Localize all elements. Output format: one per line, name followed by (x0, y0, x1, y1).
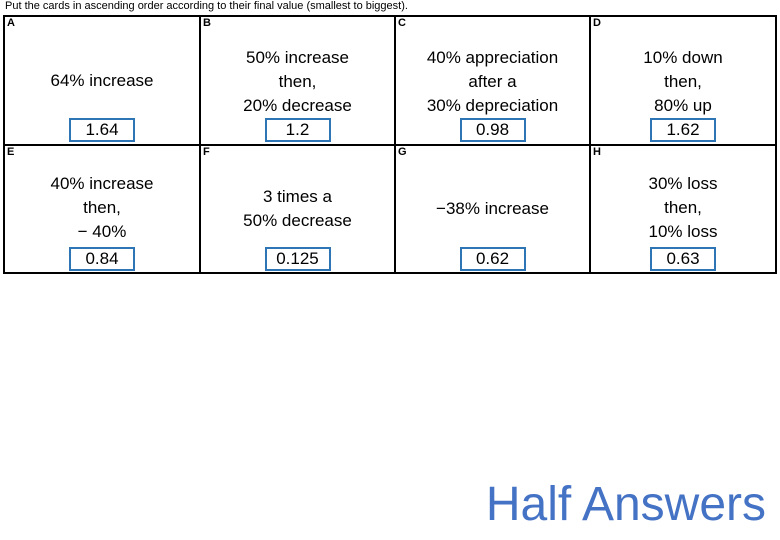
card-description: 3 times a 50% decrease (201, 185, 394, 233)
answer-box: 0.98 (459, 118, 526, 142)
description-line: then, (664, 198, 702, 217)
card-d: D 10% down then, 80% up 1.62 (591, 17, 775, 146)
description-line: 30% loss (648, 174, 718, 193)
description-line: 20% decrease (243, 96, 352, 115)
card-description: −38% increase (396, 197, 589, 221)
footer-title: Half Answers (485, 478, 766, 531)
description-line: 80% up (654, 96, 712, 115)
card-description: 64% increase (5, 69, 199, 93)
description-line: then, (83, 198, 121, 217)
card-f: F 3 times a 50% decrease 0.125 (201, 146, 396, 272)
answer-box: 0.84 (69, 247, 135, 271)
description-line: 50% increase (245, 48, 349, 67)
answer-box: 1.2 (264, 118, 331, 142)
card-description: 40% increase then, − 40% (5, 172, 199, 244)
card-g: G −38% increase 0.62 (396, 146, 591, 272)
card-letter: B (203, 17, 211, 29)
description-line: 3 times a (263, 187, 332, 206)
description-line: 30% depreciation (426, 96, 559, 115)
card-letter: F (203, 146, 210, 158)
answer-box: 1.62 (650, 118, 716, 142)
card-grid: A 64% increase 1.64 B 50% increase then,… (3, 15, 777, 274)
card-letter: D (593, 17, 601, 29)
card-a: A 64% increase 1.64 (5, 17, 201, 146)
description-line: then, (278, 72, 317, 91)
card-letter: H (593, 146, 601, 158)
card-h: H 30% loss then, 10% loss 0.63 (591, 146, 775, 272)
description-line: 40% appreciation (426, 48, 559, 67)
description-line: 10% down (643, 48, 723, 67)
description-line: −38% increase (436, 199, 549, 218)
card-description: 50% increase then, 20% decrease (201, 46, 394, 118)
card-description: 40% appreciation after a 30% depreciatio… (396, 46, 589, 118)
answer-box: 0.63 (650, 247, 716, 271)
description-line: − 40% (77, 222, 127, 241)
description-line: after a (468, 72, 517, 91)
description-line: then, (664, 72, 702, 91)
answer-box: 0.62 (459, 247, 526, 271)
answer-box: 1.64 (69, 118, 135, 142)
card-description: 30% loss then, 10% loss (591, 172, 775, 244)
description-line: 40% increase (50, 174, 154, 193)
description-line: 10% loss (648, 222, 718, 241)
answer-box: 0.125 (264, 247, 331, 271)
description-line: 64% increase (50, 71, 154, 90)
card-letter: G (398, 146, 407, 158)
card-letter: A (7, 17, 15, 29)
description-line: 50% decrease (243, 211, 352, 230)
card-letter: C (398, 17, 406, 29)
card-b: B 50% increase then, 20% decrease 1.2 (201, 17, 396, 146)
card-description: 10% down then, 80% up (591, 46, 775, 118)
card-letter: E (7, 146, 15, 158)
instruction-text: Put the cards in ascending order accordi… (5, 0, 408, 12)
card-e: E 40% increase then, − 40% 0.84 (5, 146, 201, 272)
card-c: C 40% appreciation after a 30% depreciat… (396, 17, 591, 146)
